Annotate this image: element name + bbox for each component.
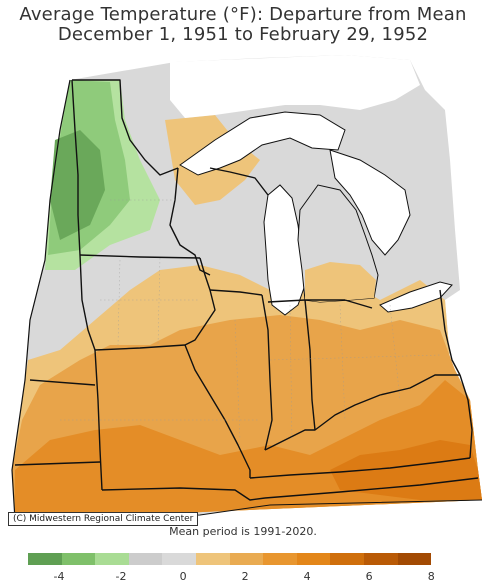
- legend-tick-label: 2: [241, 570, 249, 583]
- legend-swatch: [95, 553, 129, 565]
- legend-swatch: [61, 553, 96, 565]
- legend-swatch: [195, 553, 230, 565]
- legend-swatch: [162, 553, 196, 565]
- credit-label: (C) Midwestern Regional Climate Center: [8, 512, 199, 526]
- county-grid: [60, 199, 441, 441]
- lake-michigan: [263, 184, 306, 316]
- legend-swatch: [263, 553, 297, 565]
- lake-huron: [329, 149, 411, 256]
- map-subtitle: December 1, 1951 to February 29, 1952: [57, 24, 429, 45]
- legend-tick-label: 0: [179, 570, 187, 583]
- legend-colorbar: [28, 553, 432, 565]
- legend-tick-label: -4: [53, 570, 65, 583]
- map-outline: [11, 79, 71, 521]
- michigan-lower-warm: [305, 262, 376, 302]
- map-region-warm-stronger: [330, 440, 482, 500]
- legend-tick-label: 8: [427, 570, 435, 583]
- legend-tick-label: 6: [365, 570, 373, 583]
- legend-swatch: [28, 553, 62, 565]
- legend-swatch: [128, 553, 163, 565]
- legend-swatch: [296, 553, 331, 565]
- lake-north: [170, 55, 420, 118]
- state-borders: [14, 79, 479, 501]
- map-title: Average Temperature (°F): Departure from…: [19, 4, 467, 25]
- mean-period-note: Mean period is 1991-2020.: [169, 525, 317, 538]
- legend-tick-label: -2: [115, 570, 127, 583]
- legend-swatch: [330, 553, 364, 565]
- legend-swatch: [397, 553, 432, 565]
- legend-swatch: [363, 553, 398, 565]
- legend-tick-label: 4: [303, 570, 311, 583]
- lake-erie: [379, 281, 453, 313]
- lake-superior: [179, 111, 346, 176]
- legend-swatch: [229, 553, 264, 565]
